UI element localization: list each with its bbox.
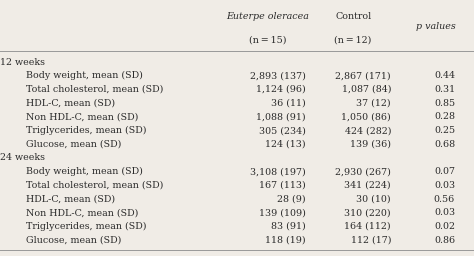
Text: 164 (112): 164 (112) [345, 222, 391, 231]
Text: Glucose, mean (SD): Glucose, mean (SD) [26, 236, 121, 245]
Text: Triglycerides, mean (SD): Triglycerides, mean (SD) [26, 222, 146, 231]
Text: HDL-C, mean (SD): HDL-C, mean (SD) [26, 195, 115, 204]
Text: 0.03: 0.03 [434, 208, 455, 217]
Text: 0.31: 0.31 [434, 85, 455, 94]
Text: Triglycerides, mean (SD): Triglycerides, mean (SD) [26, 126, 146, 135]
Text: 1,087 (84): 1,087 (84) [342, 85, 391, 94]
Text: Glucose, mean (SD): Glucose, mean (SD) [26, 140, 121, 149]
Text: Body weight, mean (SD): Body weight, mean (SD) [26, 71, 143, 80]
Text: 0.85: 0.85 [434, 99, 455, 108]
Text: 0.86: 0.86 [434, 236, 455, 245]
Text: 0.02: 0.02 [434, 222, 455, 231]
Text: 36 (11): 36 (11) [271, 99, 306, 108]
Text: 310 (220): 310 (220) [345, 208, 391, 217]
Text: 341 (224): 341 (224) [345, 181, 391, 190]
Text: 124 (13): 124 (13) [265, 140, 306, 149]
Text: (n = 12): (n = 12) [335, 36, 372, 45]
Text: Euterpe oleracea: Euterpe oleracea [227, 12, 309, 20]
Text: 83 (91): 83 (91) [271, 222, 306, 231]
Text: 12 weeks: 12 weeks [0, 58, 45, 67]
Text: 28 (9): 28 (9) [277, 195, 306, 204]
Text: 424 (282): 424 (282) [345, 126, 391, 135]
Text: HDL-C, mean (SD): HDL-C, mean (SD) [26, 99, 115, 108]
Text: 2,893 (137): 2,893 (137) [250, 71, 306, 80]
Text: 24 weeks: 24 weeks [0, 153, 45, 163]
Text: 1,050 (86): 1,050 (86) [341, 112, 391, 121]
Text: (n = 15): (n = 15) [249, 36, 287, 45]
Text: 305 (234): 305 (234) [259, 126, 306, 135]
Text: 167 (113): 167 (113) [259, 181, 306, 190]
Text: Non HDL-C, mean (SD): Non HDL-C, mean (SD) [26, 112, 138, 121]
Text: 139 (36): 139 (36) [350, 140, 391, 149]
Text: 1,088 (91): 1,088 (91) [256, 112, 306, 121]
Text: 0.44: 0.44 [434, 71, 455, 80]
Text: 2,930 (267): 2,930 (267) [335, 167, 391, 176]
Text: 0.68: 0.68 [434, 140, 455, 149]
Text: 1,124 (96): 1,124 (96) [256, 85, 306, 94]
Text: 0.56: 0.56 [434, 195, 455, 204]
Text: p values: p values [416, 22, 456, 31]
Text: 0.07: 0.07 [434, 167, 455, 176]
Text: 139 (109): 139 (109) [259, 208, 306, 217]
Text: 0.25: 0.25 [434, 126, 455, 135]
Text: 118 (19): 118 (19) [265, 236, 306, 245]
Text: Non HDL-C, mean (SD): Non HDL-C, mean (SD) [26, 208, 138, 217]
Text: 112 (17): 112 (17) [351, 236, 391, 245]
Text: 30 (10): 30 (10) [356, 195, 391, 204]
Text: 0.28: 0.28 [434, 112, 455, 121]
Text: Total cholesterol, mean (SD): Total cholesterol, mean (SD) [26, 181, 164, 190]
Text: 3,108 (197): 3,108 (197) [250, 167, 306, 176]
Text: Total cholesterol, mean (SD): Total cholesterol, mean (SD) [26, 85, 164, 94]
Text: Body weight, mean (SD): Body weight, mean (SD) [26, 167, 143, 176]
Text: Control: Control [335, 12, 371, 20]
Text: 2,867 (171): 2,867 (171) [336, 71, 391, 80]
Text: 37 (12): 37 (12) [356, 99, 391, 108]
Text: 0.03: 0.03 [434, 181, 455, 190]
